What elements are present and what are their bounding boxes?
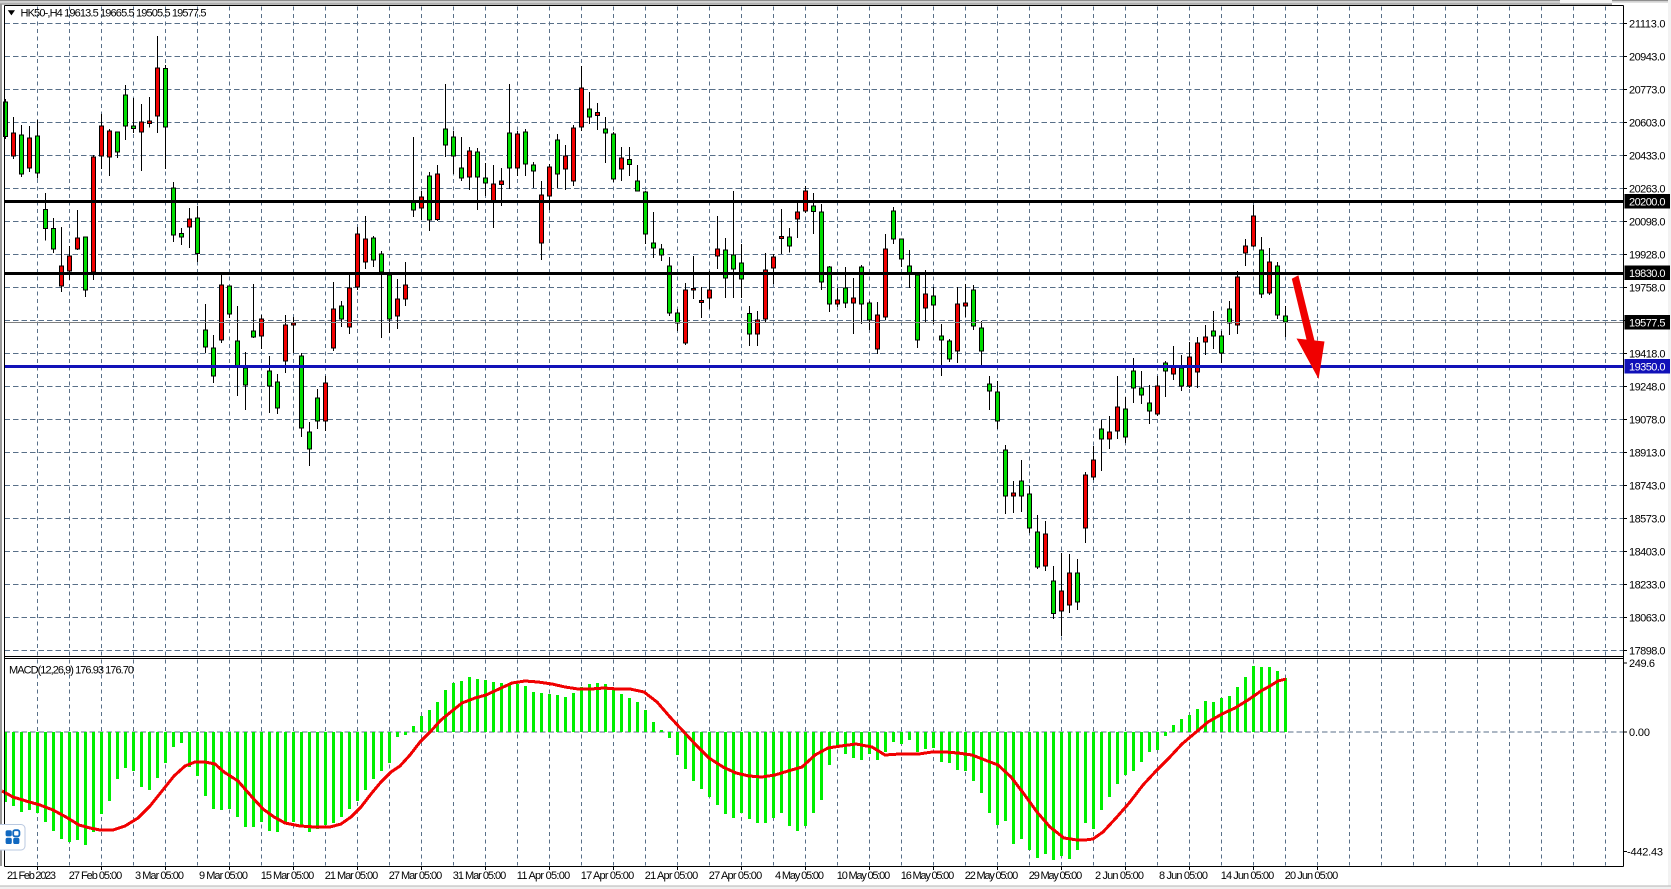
svg-text:22 May 05:00: 22 May 05:00	[965, 870, 1018, 882]
svg-text:19830.0: 19830.0	[1629, 268, 1666, 280]
svg-text:27 Feb 05:00: 27 Feb 05:00	[69, 870, 122, 882]
svg-text:18063.0: 18063.0	[1629, 612, 1666, 624]
svg-text:21113.0: 21113.0	[1629, 18, 1666, 30]
svg-text:14 Jun 05:00: 14 Jun 05:00	[1221, 870, 1274, 882]
svg-text:20603.0: 20603.0	[1629, 117, 1666, 129]
svg-text:18403.0: 18403.0	[1629, 546, 1666, 558]
svg-text:10 May 05:00: 10 May 05:00	[837, 870, 890, 882]
svg-text:-442.43: -442.43	[1627, 847, 1663, 859]
svg-text:27 Apr 05:00: 27 Apr 05:00	[709, 870, 762, 882]
svg-text:16 May 05:00: 16 May 05:00	[901, 870, 954, 882]
svg-text:27 Mar 05:00: 27 Mar 05:00	[389, 870, 442, 882]
svg-text:18743.0: 18743.0	[1629, 480, 1666, 492]
svg-text:19078.0: 19078.0	[1629, 414, 1666, 426]
svg-text:4 May 05:00: 4 May 05:00	[775, 870, 824, 882]
svg-text:21 Apr 05:00: 21 Apr 05:00	[645, 870, 698, 882]
svg-text:19577.5: 19577.5	[1629, 317, 1666, 329]
svg-text:19350.0: 19350.0	[1629, 361, 1666, 373]
svg-text:21 Feb 2023: 21 Feb 2023	[7, 870, 56, 882]
svg-text:21 Mar 05:00: 21 Mar 05:00	[325, 870, 378, 882]
svg-text:8 Jun 05:00: 8 Jun 05:00	[1159, 870, 1208, 882]
svg-text:3 Mar 05:00: 3 Mar 05:00	[135, 870, 184, 882]
svg-text:15 Mar 05:00: 15 Mar 05:00	[261, 870, 314, 882]
svg-text:20943.0: 20943.0	[1629, 51, 1666, 63]
svg-text:20200.0: 20200.0	[1629, 196, 1666, 208]
svg-text:20433.0: 20433.0	[1629, 150, 1666, 162]
svg-text:17 Apr 05:00: 17 Apr 05:00	[581, 870, 634, 882]
svg-text:18913.0: 18913.0	[1629, 447, 1666, 459]
svg-text:0.00: 0.00	[1629, 727, 1650, 739]
svg-text:11 Apr 05:00: 11 Apr 05:00	[517, 870, 570, 882]
svg-text:20263.0: 20263.0	[1629, 183, 1666, 195]
svg-text:19758.0: 19758.0	[1629, 282, 1666, 294]
svg-text:MACD(12,26,9) 176.93 176.70: MACD(12,26,9) 176.93 176.70	[9, 665, 134, 677]
svg-text:HK50-,H4 19613.5 19665.5 1950: HK50-,H4 19613.5 19665.5 19505.5 19577.5	[21, 8, 207, 20]
svg-text:18573.0: 18573.0	[1629, 513, 1666, 525]
svg-text:19418.0: 19418.0	[1629, 348, 1666, 360]
svg-text:17898.0: 17898.0	[1629, 645, 1666, 657]
svg-text:20773.0: 20773.0	[1629, 84, 1666, 96]
svg-text:18233.0: 18233.0	[1629, 579, 1666, 591]
svg-text:19248.0: 19248.0	[1629, 381, 1666, 393]
svg-text:2 Jun 05:00: 2 Jun 05:00	[1095, 870, 1144, 882]
svg-text:20098.0: 20098.0	[1629, 216, 1666, 228]
svg-text:19928.0: 19928.0	[1629, 249, 1666, 261]
svg-text:31 Mar 05:00: 31 Mar 05:00	[453, 870, 506, 882]
svg-text:249.6: 249.6	[1629, 658, 1655, 670]
svg-text:20 Jun 05:00: 20 Jun 05:00	[1285, 870, 1338, 882]
svg-text:9 Mar 05:00: 9 Mar 05:00	[199, 870, 248, 882]
svg-text:29 May 05:00: 29 May 05:00	[1029, 870, 1082, 882]
